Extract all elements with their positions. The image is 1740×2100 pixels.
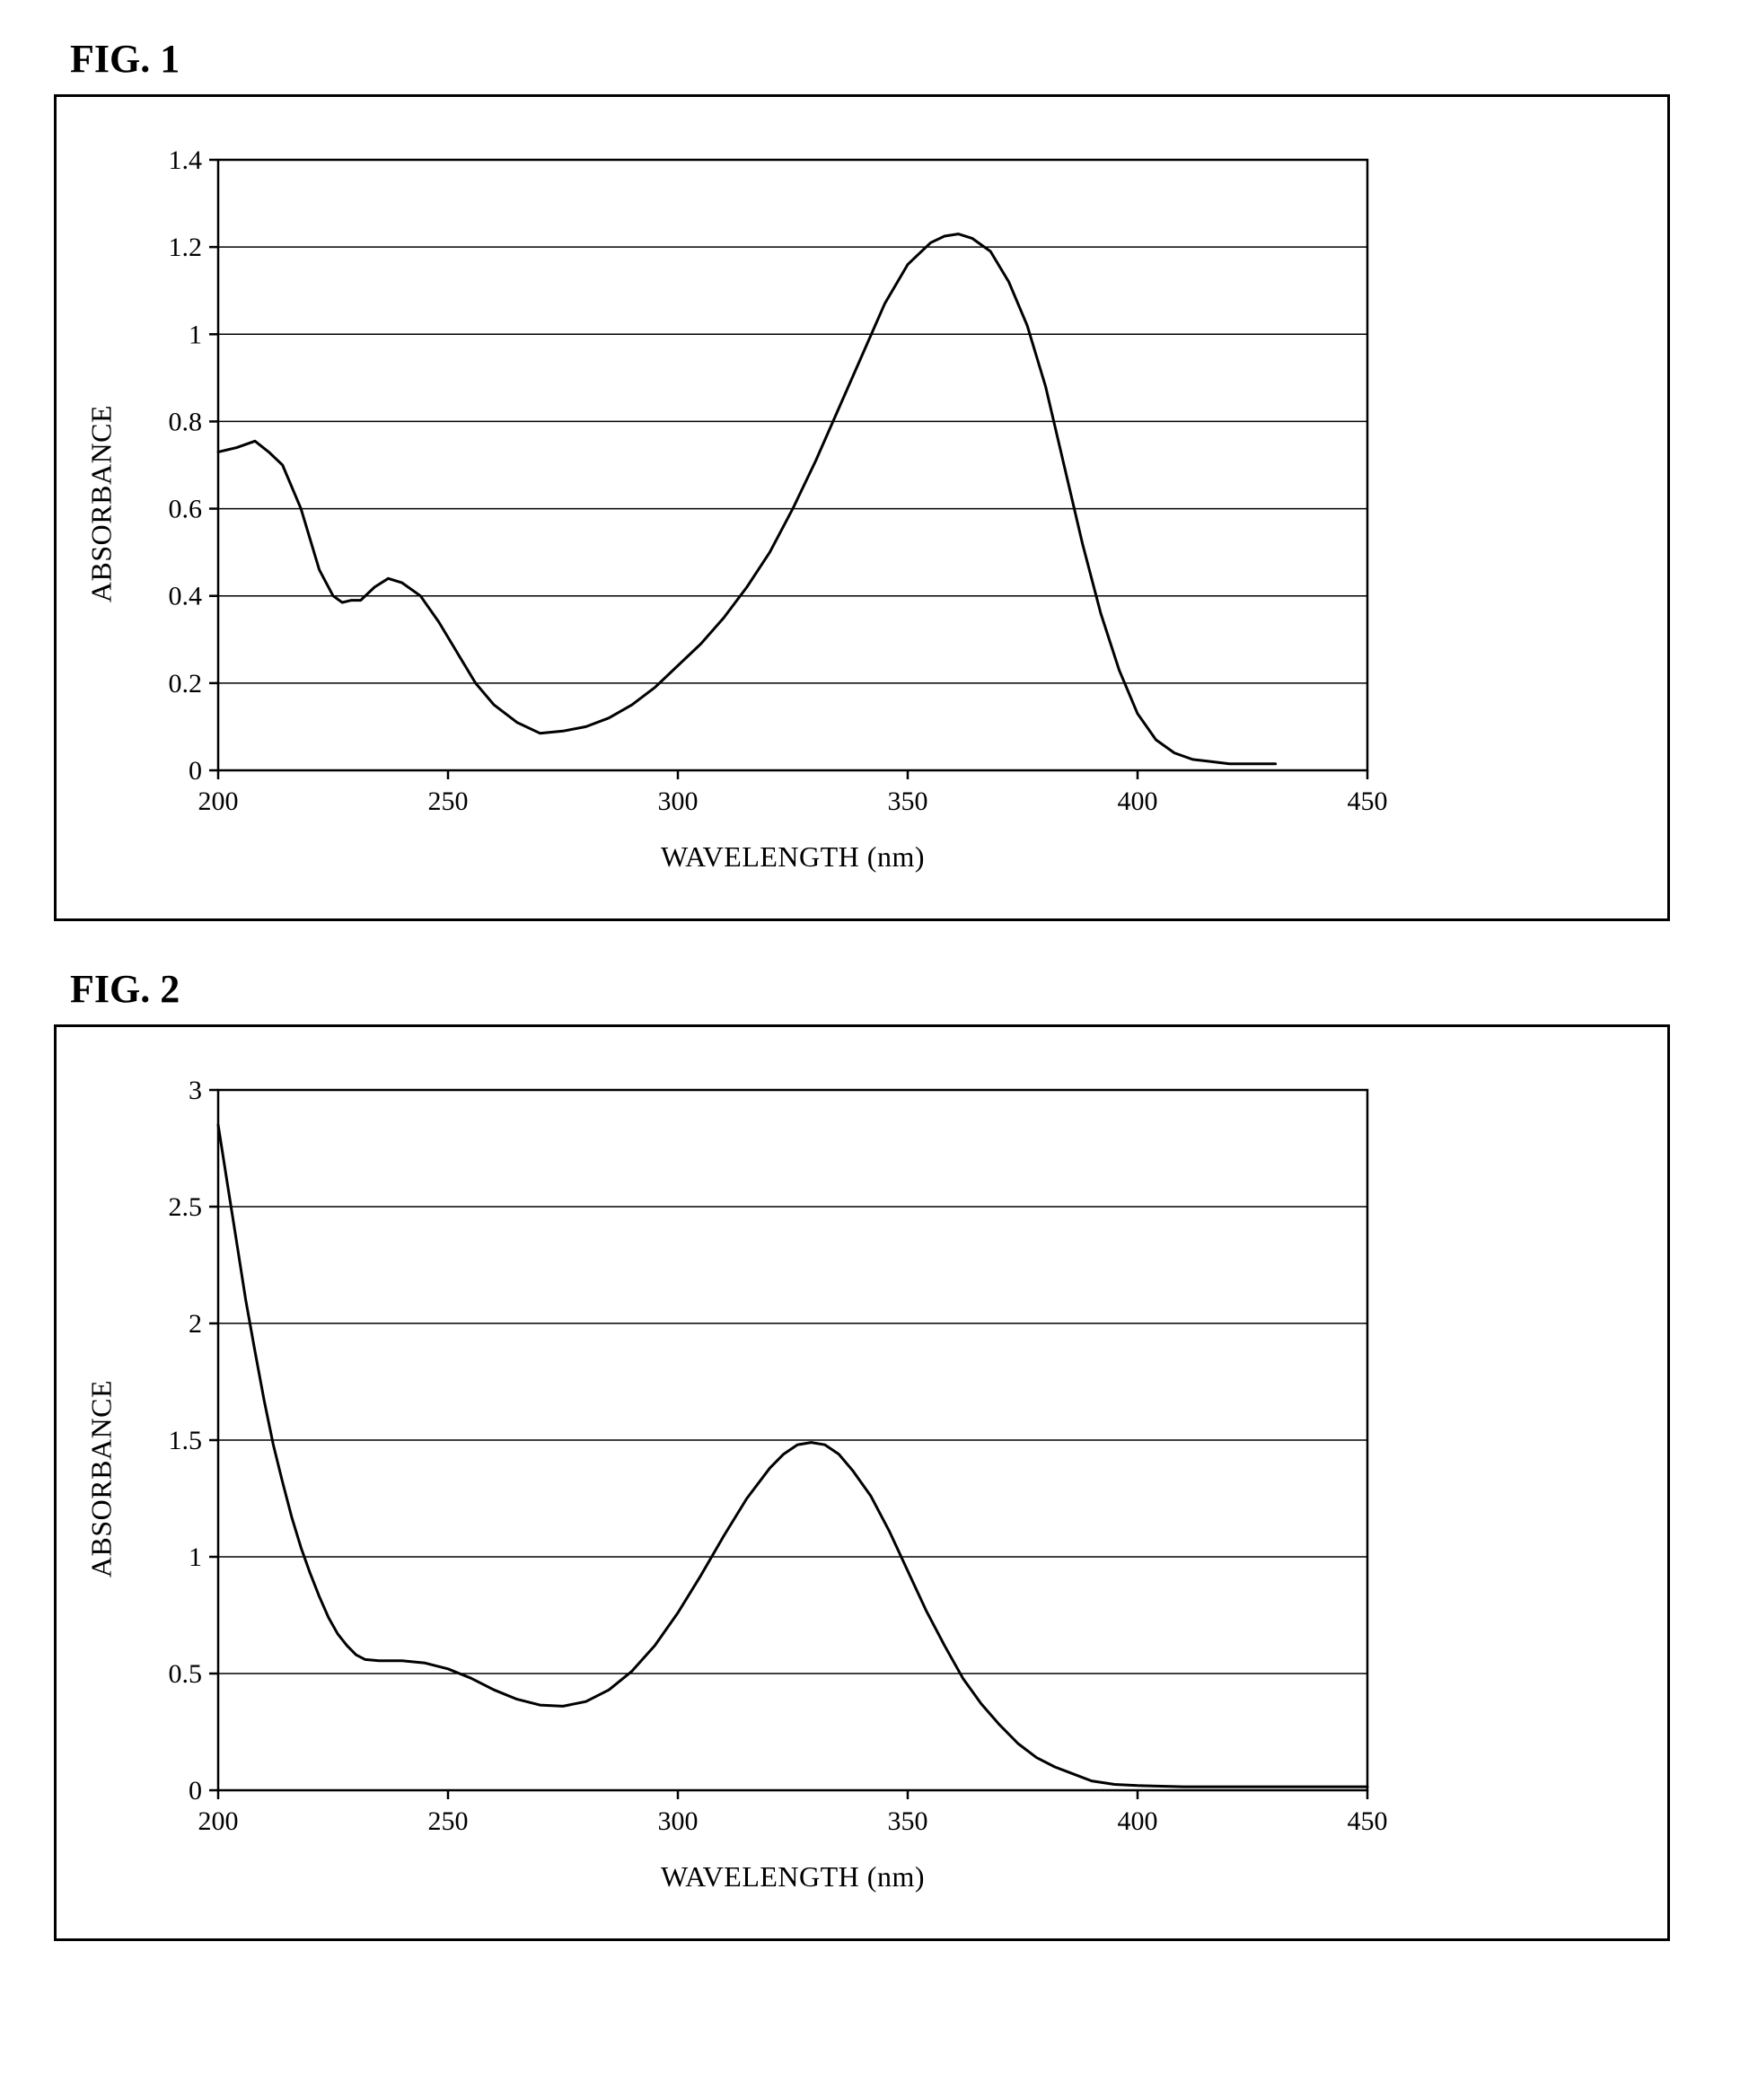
y-axis-label: ABSORBANCE	[85, 1379, 119, 1577]
data-line	[218, 1125, 1367, 1787]
figure-frame: ABSORBANCE 200 250 300 350 400 450 0 0.2 0.4 0.6 0.…	[54, 94, 1670, 921]
y-tick-label: 1.4	[169, 145, 203, 175]
y-tick-label: 0	[189, 756, 202, 786]
y-tick-label: 0.4	[169, 582, 203, 611]
x-tick-label: 450	[1348, 1806, 1388, 1836]
y-tick-label: 0.2	[169, 669, 203, 699]
x-tick-label: 200	[198, 786, 239, 816]
x-tick-label: 400	[1118, 1806, 1158, 1836]
x-tick-label: 350	[888, 1806, 928, 1836]
x-tick-label: 300	[658, 1806, 699, 1836]
figure-1: FIG. 1 ABSORBANCE 200 250 300 350 400 450 0 0.2 0.…	[54, 36, 1686, 921]
y-tick-label: 0.8	[169, 407, 203, 436]
figure-label: FIG. 2	[70, 966, 1686, 1012]
y-tick-label: 1	[189, 320, 202, 349]
x-tick-label: 250	[428, 786, 469, 816]
data-line	[218, 234, 1276, 764]
figure-frame: ABSORBANCE 200 250 300 350 400 450 0 0.5 1 1.5 2 2.5…	[54, 1024, 1670, 1941]
y-tick-label: 0	[189, 1776, 202, 1806]
y-tick-label: 1	[189, 1542, 202, 1572]
line-chart: 200 250 300 350 400 450 0 0.5 1 1.5 2 2.5 3	[110, 1063, 1403, 1853]
x-axis-label: WAVELENGTH (nm)	[218, 1860, 1367, 1894]
y-tick-label: 1.2	[169, 233, 203, 262]
y-tick-label: 2.5	[169, 1192, 203, 1222]
y-tick-label: 1.5	[169, 1426, 203, 1455]
x-axis-label: WAVELENGTH (nm)	[218, 840, 1367, 874]
figure-label: FIG. 1	[70, 36, 1686, 82]
x-tick-label: 350	[888, 786, 928, 816]
x-tick-label: 450	[1348, 786, 1388, 816]
y-tick-label: 3	[189, 1076, 202, 1105]
x-tick-label: 400	[1118, 786, 1158, 816]
x-tick-label: 200	[198, 1806, 239, 1836]
x-tick-label: 250	[428, 1806, 469, 1836]
y-tick-label: 2	[189, 1309, 202, 1339]
y-tick-label: 0.5	[169, 1659, 203, 1689]
y-tick-label: 0.6	[169, 495, 203, 524]
chart-container: ABSORBANCE20025030035040045000.511.522.5…	[110, 1063, 1403, 1894]
figure-2: FIG. 2 ABSORBANCE 200 250 300 350 400 450 0 0.5 1 1…	[54, 966, 1686, 1941]
y-axis-label: ABSORBANCE	[85, 404, 119, 602]
line-chart: 200 250 300 350 400 450 0 0.2 0.4 0.6 0.8 1 1.2 1.4	[110, 133, 1403, 833]
x-tick-label: 300	[658, 786, 699, 816]
chart-container: ABSORBANCE20025030035040045000.20.40.60.…	[110, 133, 1403, 874]
